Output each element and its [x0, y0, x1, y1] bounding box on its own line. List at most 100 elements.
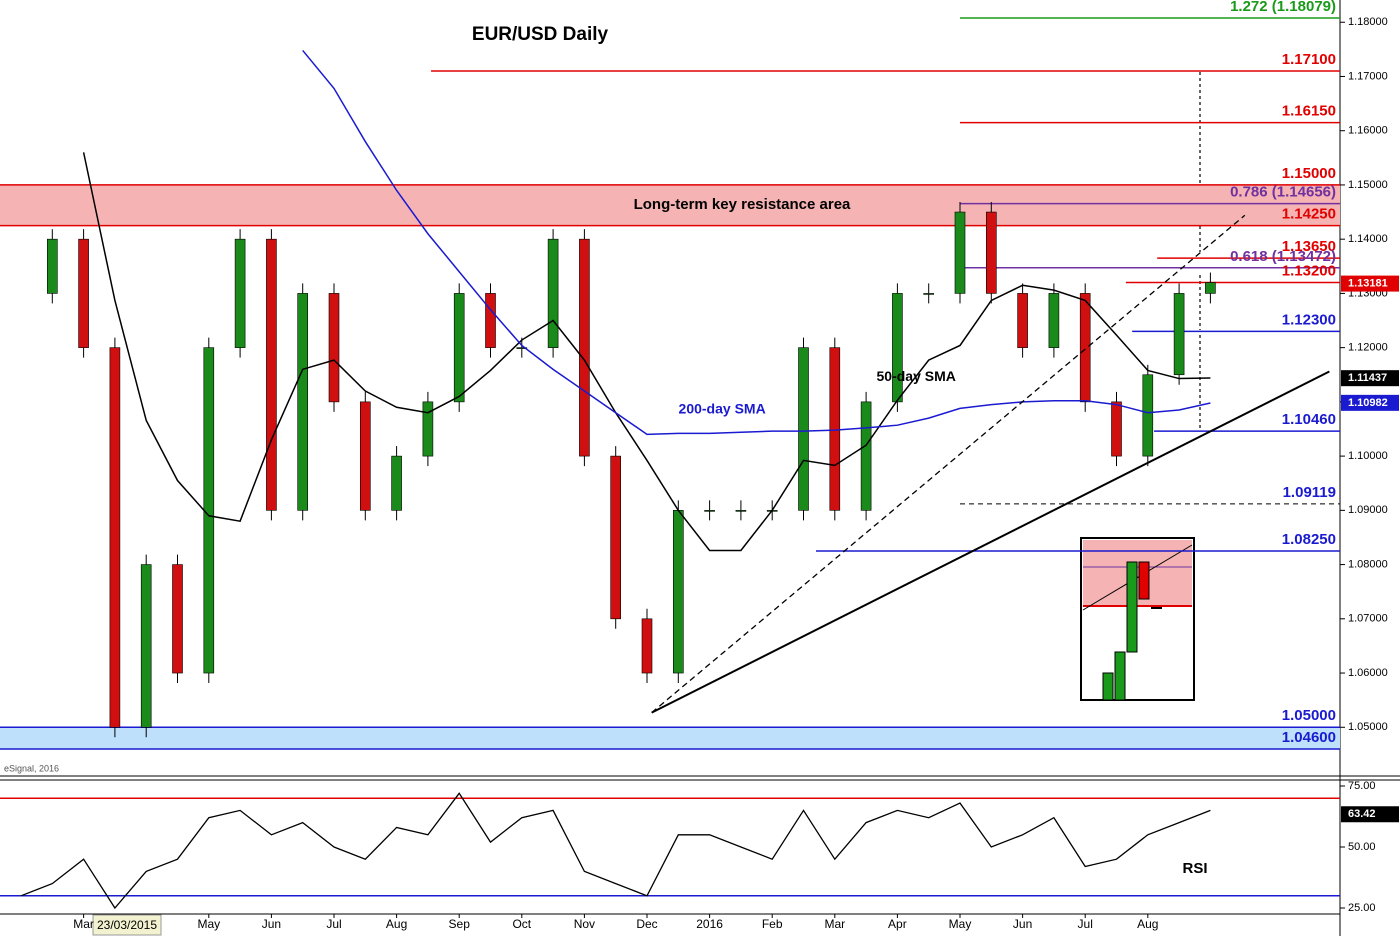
level-label: 1.17100 — [1282, 51, 1336, 68]
x-tick-label: May — [197, 917, 220, 931]
x-tick-label: Oct — [512, 917, 531, 931]
candle — [46, 238, 58, 294]
candle — [1017, 293, 1028, 348]
y-tick-label: 1.16000 — [1348, 125, 1388, 137]
candle — [1079, 293, 1091, 403]
candle — [1111, 401, 1122, 457]
x-tick-label: Aug — [386, 917, 407, 931]
y-tick-label: 1.17000 — [1348, 70, 1388, 82]
cursor-date: 23/03/2015 — [97, 918, 157, 932]
x-tick-label: Jun — [262, 917, 281, 931]
rsi-tick-label: 75.00 — [1348, 780, 1376, 792]
price-tag-label: 1.13181 — [1348, 277, 1388, 289]
x-tick-label: Jul — [326, 917, 341, 931]
zone-label: Long-term key resistance area — [634, 196, 851, 213]
candle — [516, 347, 528, 349]
price-tag-label: 1.11437 — [1348, 372, 1387, 384]
rsi-label: RSI — [1182, 860, 1207, 877]
level-label: 1.13200 — [1282, 263, 1336, 280]
level-label: 1.08250 — [1282, 531, 1336, 548]
inset-candle — [1138, 561, 1150, 600]
y-tick-label: 1.15000 — [1348, 179, 1388, 191]
level-label: 0.786 (1.14656) — [1230, 184, 1336, 201]
candle — [829, 347, 841, 511]
y-tick-label: 1.10000 — [1348, 450, 1388, 462]
y-tick-label: 1.12000 — [1348, 342, 1388, 354]
candle — [798, 347, 809, 511]
candle — [359, 401, 371, 511]
y-tick-label: 1.06000 — [1348, 667, 1388, 679]
level-label: 0.618 (1.13472) — [1230, 248, 1336, 265]
y-tick-label: 1.05000 — [1348, 721, 1388, 733]
x-tick-label: Jun — [1013, 917, 1032, 931]
candle — [172, 564, 183, 674]
x-tick-label: Jul — [1078, 917, 1093, 931]
price-tag — [1341, 275, 1399, 292]
level-label: 1.272 (1.18079) — [1230, 0, 1336, 15]
x-tick-label: Mar — [73, 917, 94, 931]
price-tag-label: 1.10982 — [1348, 397, 1388, 409]
candle — [1142, 374, 1154, 457]
cursor-box — [92, 914, 162, 936]
chart-title: EUR/USD Daily — [472, 24, 609, 45]
candle — [266, 238, 277, 511]
candle — [547, 238, 559, 348]
y-tick-label: 1.08000 — [1348, 558, 1388, 570]
x-tick-label: Feb — [762, 917, 783, 931]
level-label: 1.04600 — [1282, 729, 1336, 746]
candle — [297, 293, 309, 511]
price-tag — [1341, 394, 1399, 411]
sma-line — [302, 49, 1211, 436]
zone — [0, 184, 1340, 226]
candle — [328, 293, 340, 403]
inset-candle — [1114, 651, 1126, 701]
trendline — [651, 214, 1246, 714]
rsi-tick-label: 25.00 — [1348, 902, 1376, 914]
candle — [704, 510, 715, 512]
candle — [954, 211, 966, 294]
x-tick-label: Aug — [1137, 917, 1158, 931]
candle — [641, 618, 653, 674]
candle — [140, 564, 152, 728]
level-label: 1.05000 — [1282, 707, 1336, 724]
candle — [579, 238, 590, 457]
level-label: 1.15000 — [1282, 165, 1336, 182]
candle — [203, 347, 215, 674]
source: eSignal, 2016 — [4, 763, 59, 773]
annotation: 200-day SMA — [679, 401, 766, 417]
rsi-tick-label: 50.00 — [1348, 841, 1376, 853]
candle — [391, 455, 402, 511]
candle — [672, 510, 684, 674]
x-tick-label: Sep — [449, 917, 471, 931]
inset — [1080, 537, 1195, 701]
level-label: 1.12300 — [1282, 311, 1336, 328]
candle — [485, 293, 496, 348]
level-label: 1.13650 — [1282, 238, 1336, 255]
candle — [735, 510, 747, 512]
sma-line — [82, 152, 1211, 552]
x-tick-label: Apr — [888, 917, 907, 931]
y-tick-label: 1.07000 — [1348, 613, 1388, 625]
x-tick-label: Dec — [636, 917, 657, 931]
trendline — [651, 370, 1330, 714]
level-label: 1.09119 — [1283, 484, 1336, 501]
x-tick-label: Nov — [574, 917, 595, 931]
candle — [892, 293, 903, 403]
price-tag — [1341, 370, 1399, 387]
candle — [1173, 293, 1185, 376]
candle — [1048, 293, 1060, 348]
candle — [78, 238, 89, 348]
level-label: 1.10460 — [1282, 411, 1336, 428]
candle — [422, 401, 434, 457]
y-tick-label: 1.18000 — [1348, 16, 1388, 28]
candle — [453, 293, 465, 403]
candle — [923, 293, 935, 295]
level-label: 1.14250 — [1282, 206, 1336, 223]
annotation: 50-day SMA — [877, 368, 956, 384]
x-tick-label: 2016 — [696, 917, 723, 931]
rsi-line — [20, 792, 1211, 910]
x-tick-label: May — [949, 917, 972, 931]
candle — [234, 238, 246, 348]
candle — [109, 347, 121, 728]
